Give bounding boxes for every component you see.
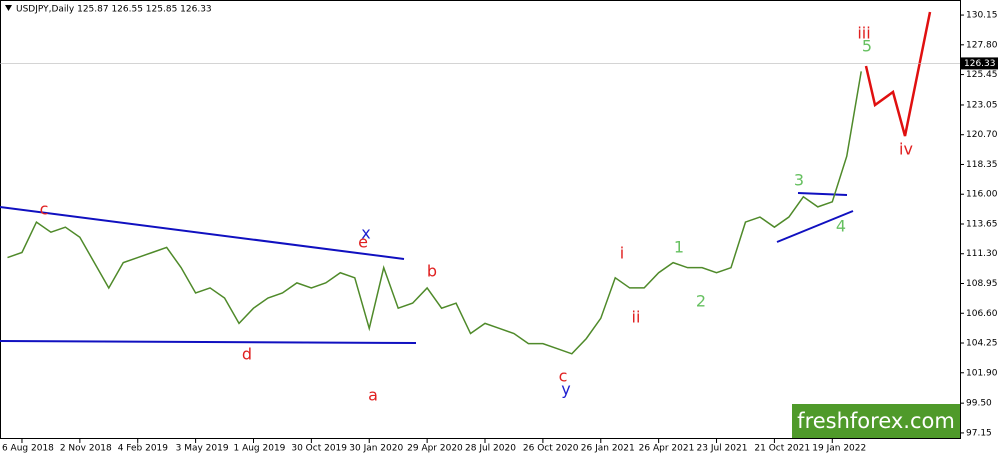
y-tick-label: 125.45 xyxy=(966,70,998,80)
price-line xyxy=(7,71,862,355)
watermark: freshforex.com xyxy=(797,409,955,433)
wave-label: x xyxy=(361,224,370,243)
wave-label: 5 xyxy=(862,37,872,56)
wave-label: i xyxy=(620,244,624,263)
y-tick-label: 106.60 xyxy=(966,309,998,319)
title-icon xyxy=(5,5,12,11)
x-tick-label: 30 Oct 2019 xyxy=(291,444,347,454)
x-tick-label: 1 Aug 2019 xyxy=(233,444,285,454)
wave-label: d xyxy=(242,345,252,364)
wave-label: ii xyxy=(632,308,641,327)
y-tick-label: 120.70 xyxy=(966,130,998,140)
x-tick-label: 6 Aug 2018 xyxy=(2,444,54,454)
x-tick-label: 26 Oct 2020 xyxy=(523,444,579,454)
y-tick-label: 111.30 xyxy=(966,249,998,259)
y-tick-label: 127.80 xyxy=(966,40,998,50)
x-tick-label: 2 Nov 2018 xyxy=(60,444,112,454)
y-tick-label: 113.65 xyxy=(966,219,998,229)
wave-label: c xyxy=(559,367,568,386)
y-tick-label: 99.50 xyxy=(966,399,992,409)
wave-label: c xyxy=(40,200,49,219)
trendline xyxy=(0,340,417,344)
x-tick-label: 23 Jul 2021 xyxy=(697,444,748,454)
plot-frame xyxy=(0,0,961,439)
x-tick-label: 26 Jan 2021 xyxy=(581,444,635,454)
wave-label: 2 xyxy=(696,292,706,311)
current-price-tag xyxy=(960,57,998,70)
trendline xyxy=(776,210,854,243)
x-tick-label: 21 Oct 2021 xyxy=(754,444,810,454)
y-tick-label: 123.05 xyxy=(966,100,998,110)
wave-label: 4 xyxy=(836,217,846,236)
wave-label: b xyxy=(427,262,437,281)
y-tick-label: 108.95 xyxy=(966,279,998,289)
y-tick-label: 101.90 xyxy=(966,368,998,378)
y-tick-label: 116.00 xyxy=(966,190,998,200)
trendline xyxy=(797,192,848,196)
x-tick-label: 29 Apr 2020 xyxy=(407,444,463,454)
y-tick-label: 130.15 xyxy=(966,11,998,21)
x-tick-label: 19 Jan 2022 xyxy=(812,444,866,454)
wave-label: e xyxy=(358,233,368,252)
x-tick-label: 28 Jul 2020 xyxy=(465,444,516,454)
y-tick-label: 97.15 xyxy=(966,428,992,438)
x-tick-label: 4 Feb 2019 xyxy=(118,444,169,454)
y-tick-label: 104.25 xyxy=(966,339,998,349)
wave-label: a xyxy=(368,386,378,405)
wave-label: iv xyxy=(899,140,913,159)
chart-title: USDJPY,Daily 125.87 126.55 125.85 126.33 xyxy=(16,5,212,15)
x-tick-label: 30 Jan 2020 xyxy=(349,444,403,454)
forecast-path xyxy=(864,11,932,137)
y-tick-label: 118.35 xyxy=(966,160,998,170)
wave-label: iii xyxy=(857,24,870,43)
current-price-label: 126.33 xyxy=(964,59,996,69)
wave-label: y xyxy=(561,380,570,399)
wave-label: 1 xyxy=(674,238,684,257)
trendline xyxy=(0,206,405,260)
x-tick-label: 3 May 2019 xyxy=(176,444,229,454)
watermark-box xyxy=(792,404,960,438)
x-tick-label: 26 Apr 2021 xyxy=(639,444,695,454)
wave-label: 3 xyxy=(794,171,804,190)
